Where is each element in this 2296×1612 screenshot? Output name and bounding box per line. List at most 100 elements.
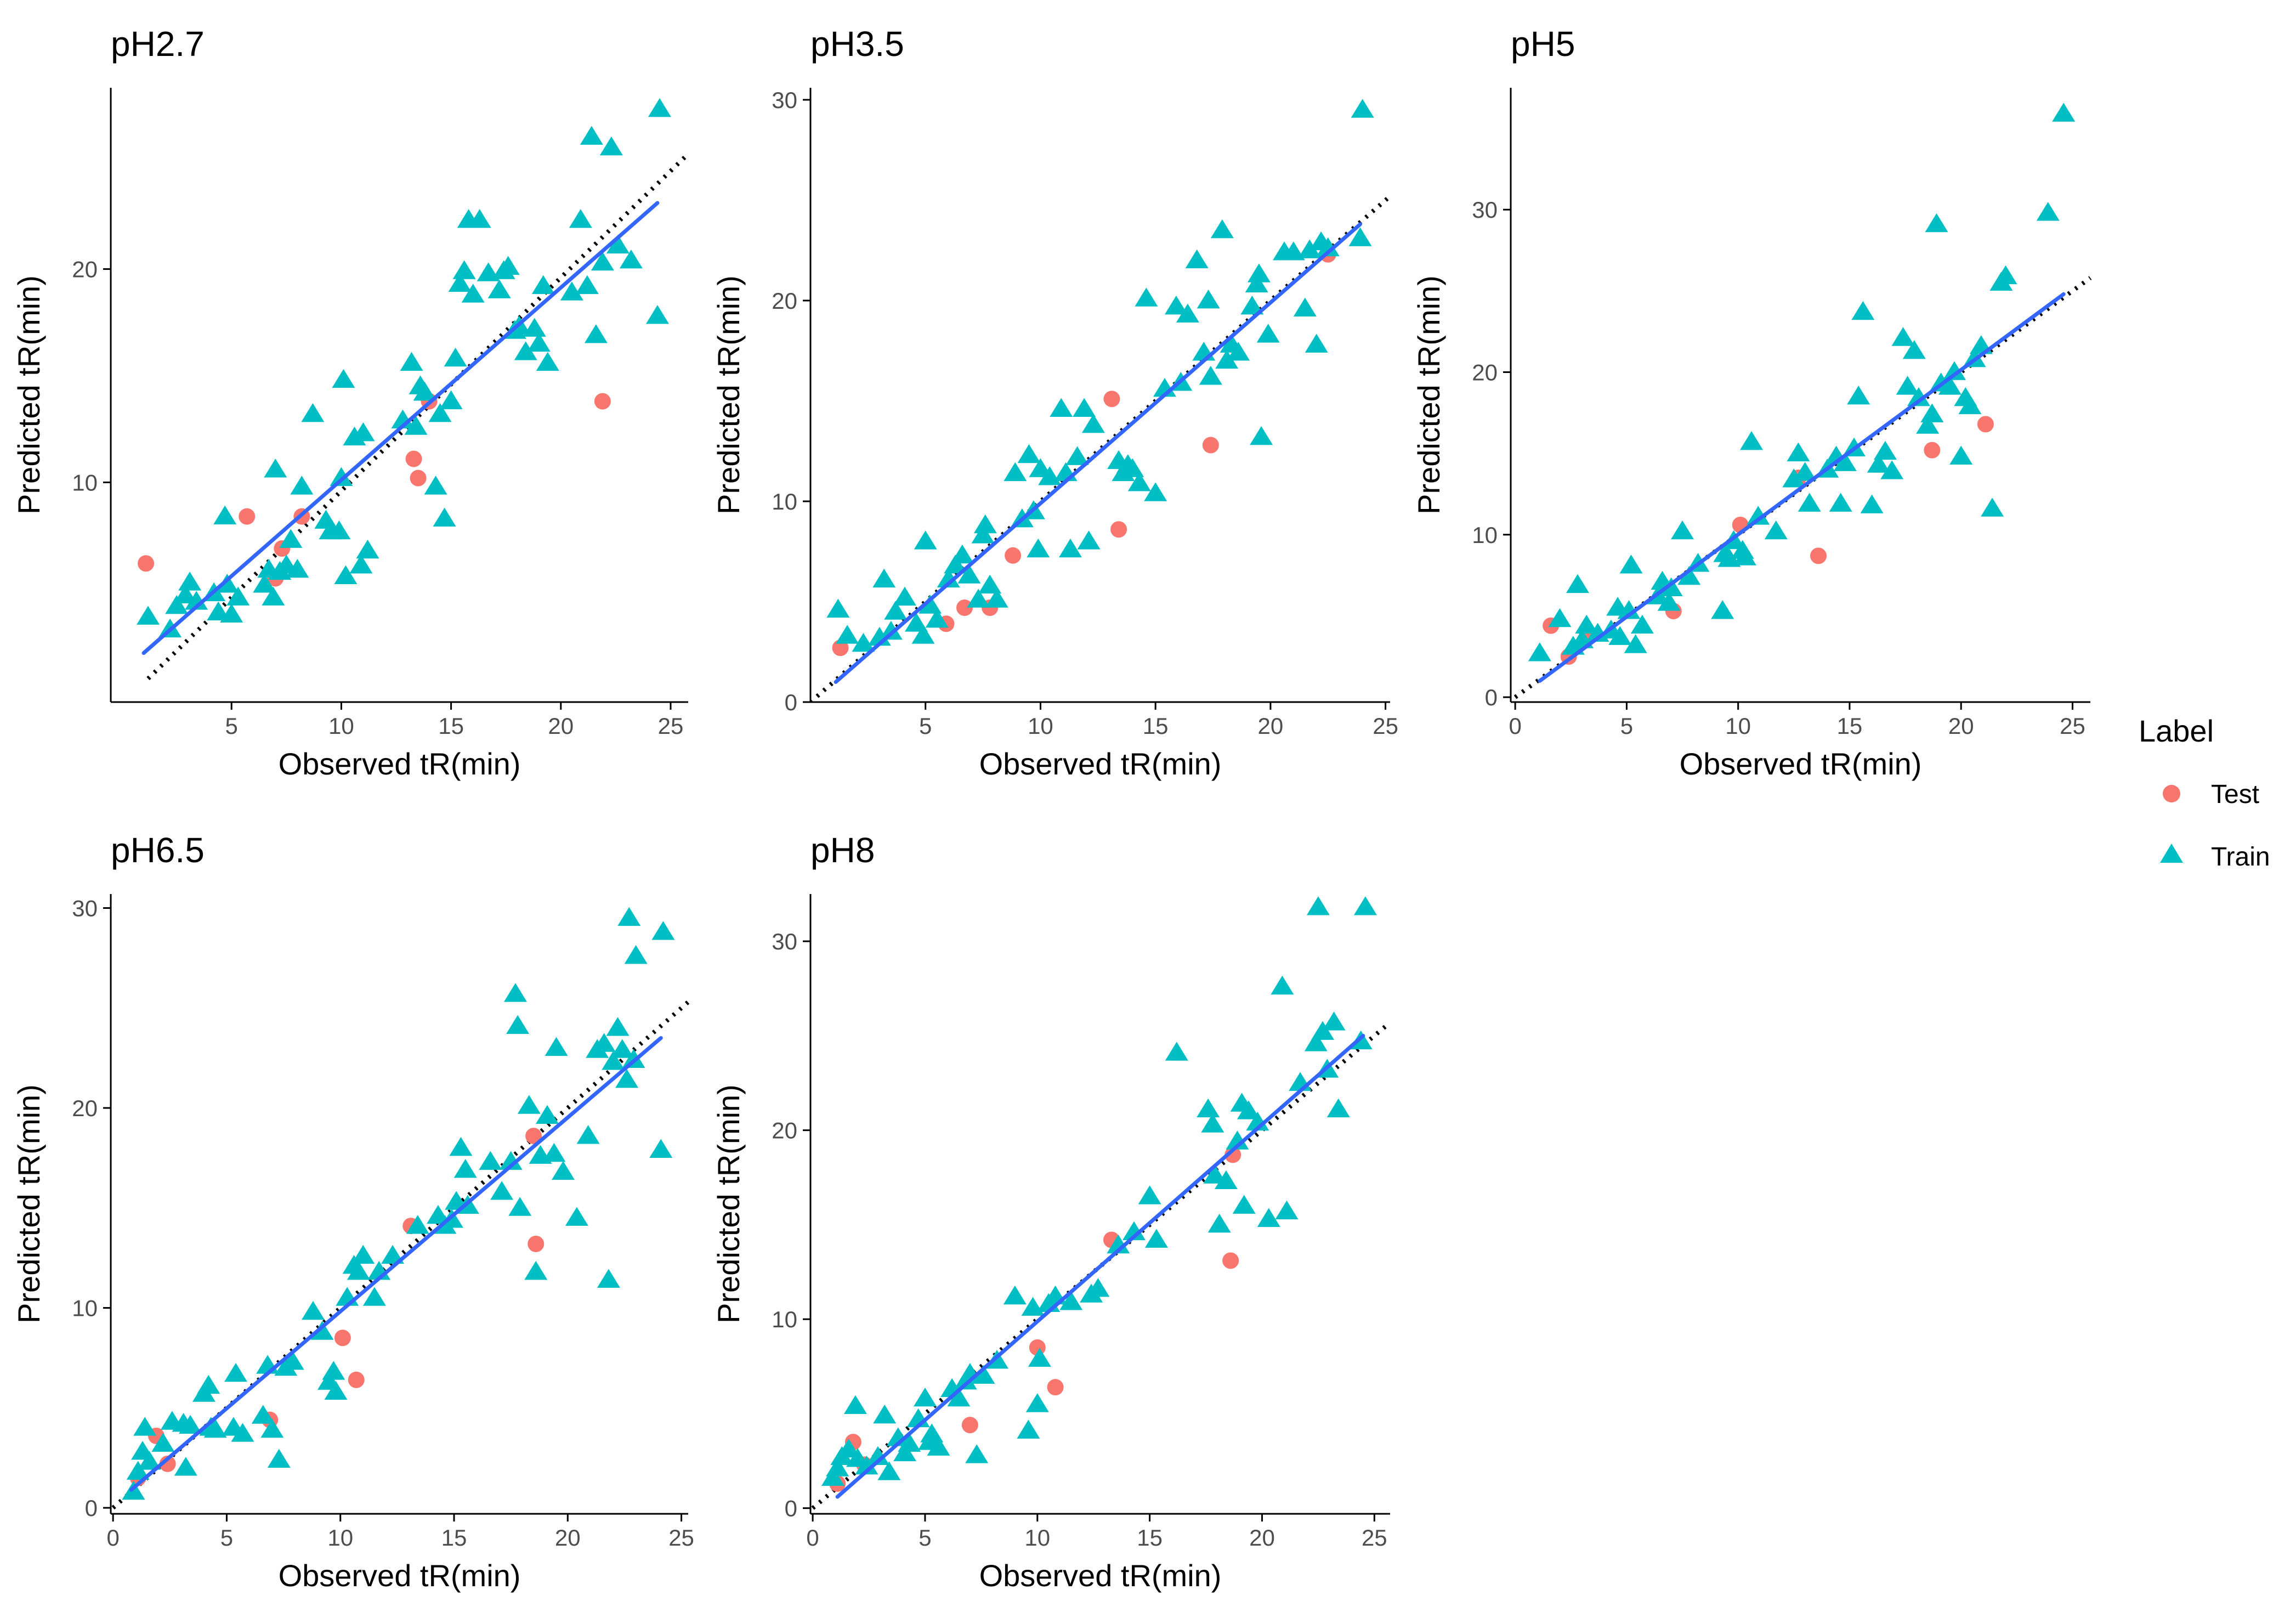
train-point: [1353, 896, 1377, 915]
y-tick-label: 10: [772, 489, 797, 514]
test-point: [138, 555, 155, 572]
train-point: [286, 558, 309, 578]
train-point: [1873, 440, 1897, 460]
train-point: [599, 136, 623, 156]
train-point: [651, 921, 675, 940]
train-point: [1891, 327, 1915, 346]
x-tick-label: 20: [1249, 1525, 1275, 1551]
fit-line: [129, 1036, 663, 1492]
train-point: [1994, 265, 2017, 285]
x-axis-title: Observed tR(min): [279, 1558, 521, 1593]
train-point: [624, 945, 648, 964]
train-point: [648, 98, 671, 117]
x-tick-label: 25: [668, 1525, 694, 1551]
train-point: [1050, 398, 1073, 417]
train-point: [617, 907, 641, 926]
test-point: [1005, 547, 1022, 564]
train-point: [262, 586, 285, 606]
x-tick-label: 25: [1362, 1525, 1387, 1551]
train-point: [424, 476, 447, 495]
x-tick-label: 25: [1373, 713, 1398, 739]
y-tick-label: 20: [772, 1118, 797, 1144]
x-tick-label: 15: [1137, 1525, 1163, 1551]
train-point: [973, 514, 997, 534]
x-axis-title: Observed tR(min): [979, 746, 1222, 781]
train-point: [950, 544, 974, 564]
train-point: [1528, 642, 1551, 661]
test-point: [1110, 521, 1127, 538]
train-point: [1107, 1234, 1130, 1254]
train-point: [597, 1269, 620, 1288]
train-point: [1271, 975, 1294, 995]
test-point: [956, 599, 973, 616]
train-point: [508, 1197, 532, 1216]
train-point: [911, 625, 935, 644]
train-point: [913, 1387, 937, 1407]
test-point: [528, 1235, 545, 1252]
train-point: [487, 279, 511, 298]
train-point: [606, 1017, 630, 1036]
y-axis-title: Predicted tR(min): [711, 275, 746, 514]
train-point: [967, 589, 990, 608]
train-point: [602, 1051, 625, 1070]
train-point: [972, 1365, 995, 1384]
train-point: [1185, 249, 1209, 269]
train-point: [873, 1404, 897, 1424]
legend-train-label: Train: [2211, 842, 2270, 872]
train-point: [843, 1395, 867, 1415]
train-point: [610, 1039, 634, 1058]
train-point: [174, 1457, 197, 1476]
train-point: [978, 574, 1002, 594]
train-point: [327, 520, 351, 540]
train-point: [1916, 415, 1940, 434]
fit-line: [835, 1033, 1365, 1499]
train-point: [1256, 324, 1280, 343]
train-point: [560, 281, 583, 301]
y-axis-title: Predicted tR(min): [1411, 275, 1446, 514]
legend: Label Test Train: [2139, 714, 2270, 872]
train-point: [279, 529, 303, 548]
y-tick-label: 0: [785, 689, 797, 715]
train-point: [1044, 1285, 1067, 1305]
train-point: [174, 584, 197, 603]
train-point: [453, 1159, 477, 1178]
train-point: [1943, 361, 1966, 380]
test-point: [1202, 437, 1219, 454]
train-point: [1028, 1348, 1051, 1367]
train-point: [479, 1151, 502, 1170]
train-point: [461, 284, 485, 303]
train-point: [1896, 376, 1919, 395]
train-point: [527, 332, 551, 352]
train-point: [592, 1033, 616, 1052]
train-point: [1250, 426, 1273, 445]
train-point: [1121, 458, 1144, 477]
x-tick-label: 5: [1620, 713, 1633, 739]
train-point: [499, 1151, 523, 1170]
train-point: [1304, 1032, 1328, 1051]
panel-title: pH5: [1511, 24, 1575, 64]
x-tick-label: 0: [1509, 713, 1521, 739]
train-point: [872, 568, 896, 588]
train-point: [1135, 287, 1158, 307]
train-point: [1138, 1185, 1161, 1204]
train-point: [324, 1381, 348, 1400]
train-point: [1608, 626, 1632, 645]
train-point: [220, 603, 243, 623]
train-point: [1122, 1221, 1146, 1241]
train-point: [253, 574, 276, 593]
train-point: [449, 1136, 473, 1156]
x-tick-label: 20: [555, 1525, 581, 1551]
train-point: [837, 1438, 860, 1458]
train-point: [575, 275, 599, 295]
train-point: [514, 341, 537, 360]
panel-pH6.5: pH6.5 0 5 10 15 20 25 0 10 20 30 Observed tR(min) Pr…: [12, 830, 694, 1593]
train-point: [1305, 333, 1328, 353]
train-point: [334, 565, 358, 584]
legend-test-marker: [2163, 785, 2180, 802]
train-point: [649, 1139, 673, 1158]
train-point: [1717, 548, 1741, 567]
train-point: [1348, 227, 1372, 246]
x-tick-label: 0: [806, 1525, 819, 1551]
train-point: [264, 459, 287, 478]
train-point: [1058, 538, 1082, 558]
